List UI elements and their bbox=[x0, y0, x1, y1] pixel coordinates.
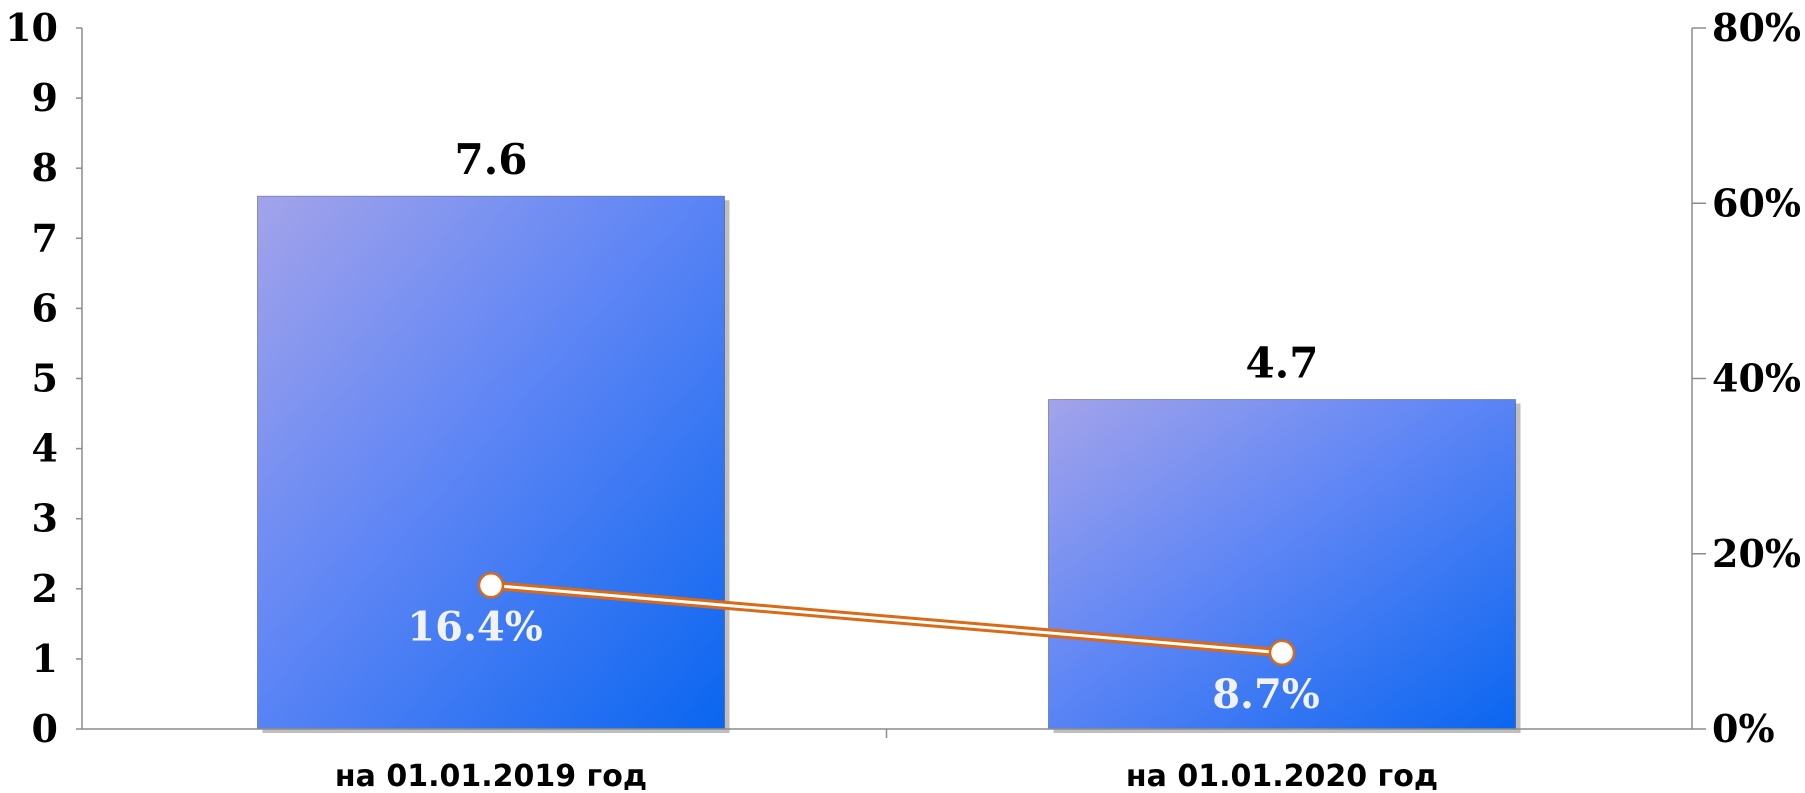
category-label: на 01.01.2020 год bbox=[1126, 759, 1438, 793]
left-tick-label: 3 bbox=[32, 496, 58, 541]
right-tick-label: 60% bbox=[1712, 180, 1801, 225]
line-layer bbox=[477, 572, 1296, 667]
right-tick-label: 20% bbox=[1712, 531, 1801, 576]
right-tick-label: 80% bbox=[1712, 5, 1801, 50]
labels-layer: 7.6 4.7 16.4% 8.7% bbox=[407, 135, 1320, 718]
left-tick-label: 6 bbox=[32, 285, 58, 330]
category-label: на 01.01.2019 год bbox=[335, 759, 647, 793]
left-tick-label: 0 bbox=[32, 706, 58, 751]
bar bbox=[257, 195, 725, 730]
bars-layer bbox=[257, 195, 1521, 734]
line-marker bbox=[1268, 639, 1296, 667]
bar bbox=[1048, 399, 1516, 730]
line-value-label: 16.4% bbox=[407, 603, 542, 650]
left-tick-label: 10 bbox=[5, 5, 58, 50]
right-tick-label: 0% bbox=[1712, 706, 1775, 751]
right-tick-label: 40% bbox=[1712, 356, 1801, 401]
line-marker bbox=[477, 572, 505, 599]
line-series bbox=[489, 583, 1284, 655]
axes-layer: 0 1 2 3 4 5 6 7 8 9 10 0% 20% 40% 60% 80% на 01.01.2019 … bbox=[5, 5, 1801, 793]
left-tick-label: 9 bbox=[32, 75, 58, 120]
left-tick-label: 7 bbox=[32, 215, 58, 260]
left-tick-label: 4 bbox=[32, 426, 58, 471]
left-tick-label: 5 bbox=[32, 356, 58, 401]
left-tick-label: 2 bbox=[32, 566, 58, 611]
left-tick-label: 1 bbox=[32, 636, 58, 681]
bar-value-label: 4.7 bbox=[1245, 339, 1318, 388]
left-tick-label: 8 bbox=[32, 145, 58, 190]
bar-value-label: 7.6 bbox=[454, 135, 527, 184]
line-value-label: 8.7% bbox=[1212, 671, 1320, 718]
